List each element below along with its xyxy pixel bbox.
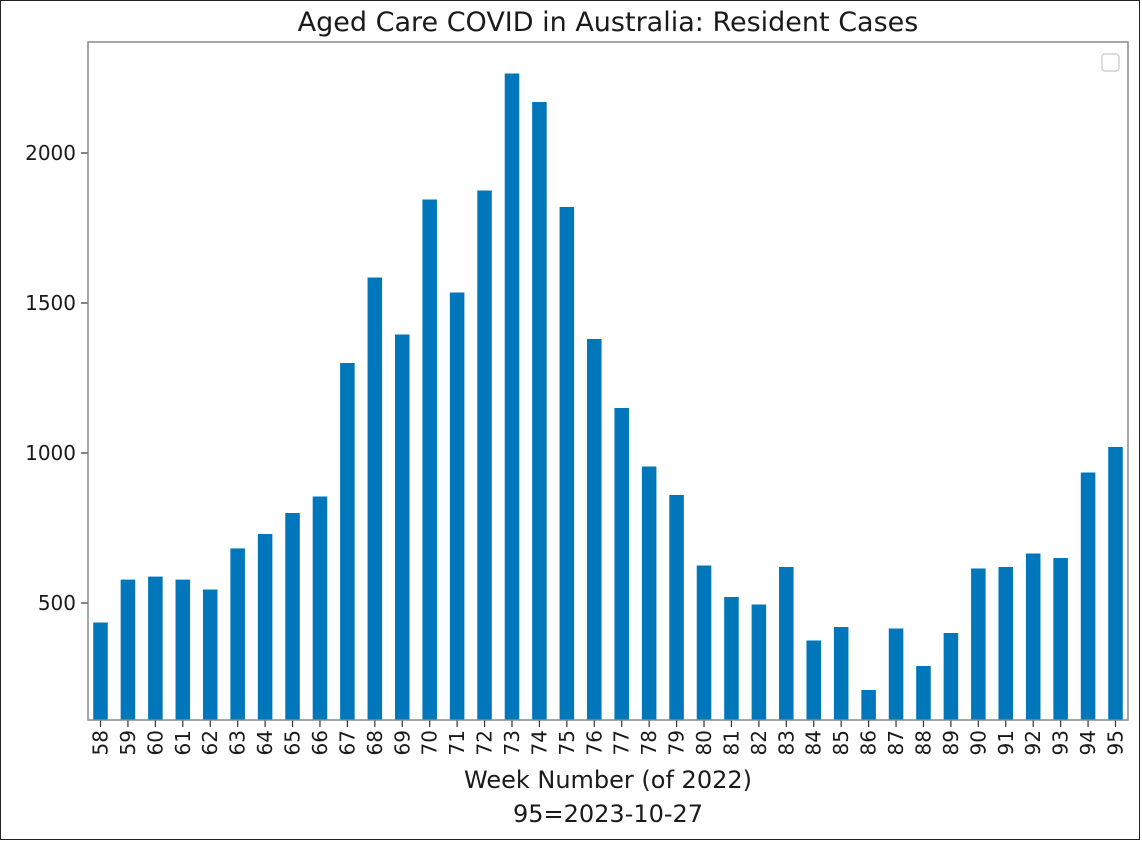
bar-week-90 bbox=[971, 568, 986, 720]
bar-week-75 bbox=[559, 207, 575, 720]
bar-week-94 bbox=[1080, 472, 1096, 720]
bar-week-85 bbox=[833, 627, 849, 720]
bar-week-92 bbox=[1025, 553, 1041, 720]
x-tick-label: 64 bbox=[253, 730, 277, 755]
bar-week-93 bbox=[1053, 558, 1068, 720]
bar-week-89 bbox=[943, 633, 959, 720]
x-tick-label: 65 bbox=[281, 730, 305, 755]
x-tick-label: 94 bbox=[1076, 730, 1100, 755]
bar-week-63 bbox=[230, 548, 245, 720]
x-tick-label: 83 bbox=[774, 730, 798, 755]
bar-week-91 bbox=[998, 567, 1014, 720]
bars bbox=[93, 73, 1123, 720]
x-tick-label: 72 bbox=[473, 730, 497, 755]
y-tick-label: 500 bbox=[38, 591, 76, 615]
bar-week-78 bbox=[641, 466, 657, 720]
x-tick-label: 93 bbox=[1049, 730, 1073, 755]
x-tick-label: 86 bbox=[857, 730, 881, 755]
bar-week-59 bbox=[120, 579, 136, 720]
x-tick-label: 88 bbox=[911, 730, 935, 755]
x-tick-label: 92 bbox=[1021, 730, 1045, 755]
bar-week-65 bbox=[285, 513, 300, 720]
x-tick-label: 95 bbox=[1104, 730, 1128, 755]
bar-week-71 bbox=[449, 292, 465, 720]
x-tick-label: 67 bbox=[335, 730, 359, 755]
bar-week-67 bbox=[340, 363, 355, 720]
x-tick-label: 66 bbox=[308, 730, 332, 755]
x-tick-label: 84 bbox=[802, 730, 826, 755]
bar-week-73 bbox=[504, 73, 520, 720]
legend-box bbox=[1101, 53, 1120, 72]
x-axis-sublabel: 95=2023-10-27 bbox=[513, 800, 703, 828]
x-tick-label: 90 bbox=[966, 730, 990, 755]
bar-week-70 bbox=[422, 199, 437, 720]
x-tick-label: 63 bbox=[226, 730, 250, 755]
y-tick-label: 1500 bbox=[25, 291, 76, 315]
bar-week-72 bbox=[477, 190, 492, 720]
x-tick-label: 82 bbox=[747, 730, 771, 755]
x-axis-label: Week Number (of 2022) bbox=[464, 766, 752, 794]
bar-week-80 bbox=[696, 565, 712, 720]
bar-week-74 bbox=[532, 102, 547, 720]
chart-title: Aged Care COVID in Australia: Resident C… bbox=[298, 7, 919, 38]
plot-area-border bbox=[87, 41, 1129, 721]
bar-week-79 bbox=[669, 495, 684, 720]
bar-week-61 bbox=[175, 579, 191, 720]
x-tick-label: 70 bbox=[418, 730, 442, 755]
x-tick-label: 61 bbox=[171, 730, 195, 755]
x-tick-label: 71 bbox=[445, 730, 469, 755]
bar-week-68 bbox=[367, 277, 383, 720]
bar-week-58 bbox=[93, 622, 108, 720]
x-tick-label: 91 bbox=[994, 730, 1018, 755]
bar-week-69 bbox=[394, 334, 410, 720]
x-axis-ticks: 58 59 60 61 62 63 64 65 66 67 68 69 70 71 72 73 74 75 76 77… bbox=[89, 720, 1128, 755]
y-tick-label: 2000 bbox=[25, 141, 76, 165]
bar-week-88 bbox=[916, 666, 931, 720]
x-tick-label: 74 bbox=[527, 730, 551, 755]
x-tick-label: 68 bbox=[363, 730, 387, 755]
x-tick-label: 76 bbox=[582, 730, 606, 755]
bar-week-62 bbox=[202, 589, 218, 720]
bar-week-60 bbox=[148, 576, 163, 720]
bar-week-83 bbox=[779, 567, 794, 720]
y-tick-label: 1000 bbox=[25, 441, 76, 465]
bar-week-82 bbox=[751, 604, 767, 720]
x-tick-label: 77 bbox=[610, 730, 634, 755]
x-tick-label: 59 bbox=[116, 730, 140, 755]
x-tick-label: 89 bbox=[939, 730, 963, 755]
x-tick-label: 85 bbox=[829, 730, 853, 755]
x-tick-label: 87 bbox=[884, 730, 908, 755]
bar-week-81 bbox=[724, 597, 739, 720]
x-tick-label: 58 bbox=[89, 730, 113, 755]
bar-week-76 bbox=[587, 339, 602, 720]
x-tick-label: 75 bbox=[555, 730, 579, 755]
bar-week-95 bbox=[1108, 447, 1123, 720]
x-tick-label: 81 bbox=[719, 730, 743, 755]
bar-week-66 bbox=[312, 496, 328, 720]
bar-week-64 bbox=[257, 534, 273, 720]
y-axis-ticks: 500 1000 1500 2000 bbox=[25, 141, 88, 615]
x-tick-label: 79 bbox=[665, 730, 689, 755]
bar-week-87 bbox=[888, 628, 904, 720]
x-tick-label: 78 bbox=[637, 730, 661, 755]
bar-week-86 bbox=[861, 690, 876, 720]
x-tick-label: 62 bbox=[198, 730, 222, 755]
x-tick-label: 80 bbox=[692, 730, 716, 755]
x-tick-label: 69 bbox=[390, 730, 414, 755]
bar-week-84 bbox=[806, 640, 822, 720]
x-tick-label: 73 bbox=[500, 730, 524, 755]
bar-week-77 bbox=[614, 408, 629, 720]
x-tick-label: 60 bbox=[143, 730, 167, 755]
